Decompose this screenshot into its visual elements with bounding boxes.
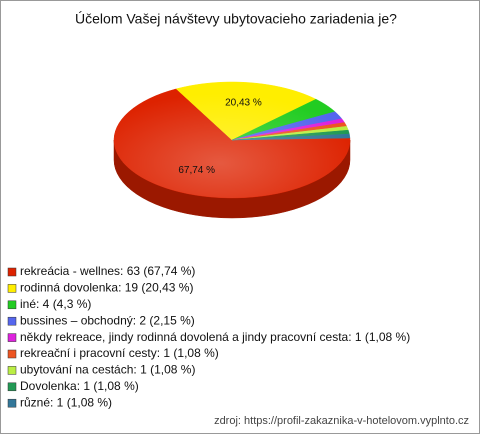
legend-label: Dovolenka: 1 (1,08 %): [20, 379, 139, 393]
legend-swatch: [7, 349, 17, 359]
legend-label: rodinná dovolenka: 19 (20,43 %): [20, 281, 193, 295]
legend-label: někdy rekreace, jindy rodinná dovolená a…: [20, 330, 410, 344]
value-label: 20,43 %: [225, 97, 262, 108]
value-label: 67,74 %: [178, 165, 215, 176]
source: zdroj: https://profil-zakaznika-v-hotelo…: [214, 415, 469, 427]
legend-label: rekreácia - wellnes: 63 (67,74 %): [20, 264, 195, 278]
legend-swatch: [7, 366, 17, 375]
legend: rekreácia - wellnes: 63 (67,74 %) rodinná…: [7, 264, 410, 409]
pie: 67,74 % 20,43 %: [113, 81, 351, 219]
legend-swatch: [7, 398, 17, 408]
legend-swatch: [7, 316, 17, 326]
legend-label: různé: 1 (1,08 %): [20, 395, 112, 409]
legend-label: iné: 4 (4,3 %): [20, 297, 91, 311]
legend-swatch: [7, 333, 17, 342]
legend-label: rekreační i pracovní cesty: 1 (1,08 %): [20, 346, 219, 360]
legend-label: bussines – obchodný: 2 (2,15 %): [20, 313, 195, 327]
legend-swatch: [7, 267, 17, 277]
legend-swatch: [7, 382, 17, 392]
chart-title: Účelom Vašej návštevy ubytovacieho zaria…: [75, 11, 397, 27]
legend-label: ubytování na cestách: 1 (1,08 %): [20, 363, 195, 377]
legend-swatch: [7, 284, 17, 293]
legend-swatch: [7, 300, 17, 310]
